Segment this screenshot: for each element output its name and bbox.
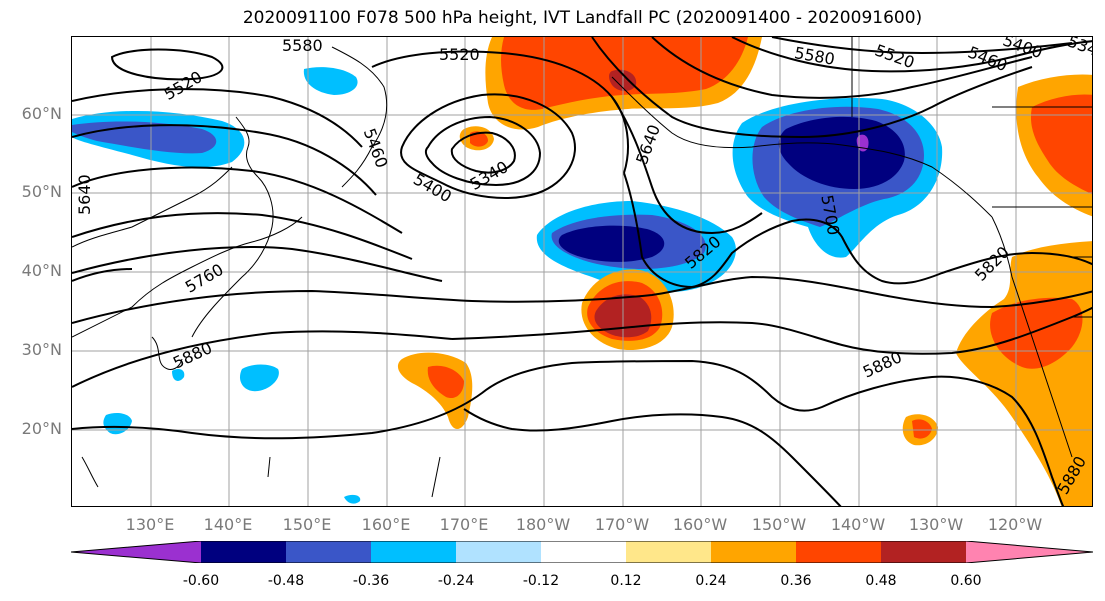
map-title: 2020091100 F078 500 hPa height, IVT Land… (242, 8, 923, 28)
lon-label-140e: 140°E (203, 515, 253, 534)
contour-label: 5640 (75, 174, 94, 215)
colorbar-segment (456, 541, 541, 563)
contour-label: 5640 (632, 122, 664, 167)
lat-label-20n: 20°N (21, 419, 62, 438)
lon-label-130e: 130°E (125, 515, 175, 534)
colorbar-tick-label: 0.24 (695, 573, 727, 589)
lon-label-160w: 160°W (672, 515, 728, 534)
map-canvas: 5580 5520 5520 5580 5520 5460 5400 5340 … (72, 37, 1093, 506)
contour-label: 5340 (467, 157, 512, 194)
lon-label-170e: 170°E (439, 515, 489, 534)
contour-label: 5520 (439, 45, 480, 64)
contour-label: 5880 (170, 338, 215, 372)
lon-label-160e: 160°E (361, 515, 411, 534)
contour-label: 5760 (182, 260, 227, 297)
contour-label: 5520 (161, 67, 206, 104)
colorbar-segment (71, 541, 201, 563)
lon-label-180w: 180°W (515, 515, 571, 534)
colorbar-tick-label: 0.36 (780, 573, 812, 589)
colorbar-tick-label: 0.12 (610, 573, 642, 589)
colorbar-tick-label: -0.48 (267, 573, 305, 589)
colorbar-segment (541, 541, 626, 563)
lon-label-140w: 140°W (830, 515, 886, 534)
colorbar-segment (966, 541, 1093, 563)
map-panel: 5580 5520 5520 5580 5520 5460 5400 5340 … (71, 36, 1093, 507)
contour-label: 5820 (971, 243, 1013, 285)
colorbar-segment (626, 541, 711, 563)
ivt-negative-shading (72, 67, 943, 504)
height-contours (72, 37, 1092, 506)
contour-label: 5340 (1065, 37, 1093, 63)
lon-label-120w: 120°W (987, 515, 1043, 534)
colorbar-segment (711, 541, 796, 563)
colorbar-tick-label: -0.60 (182, 573, 220, 589)
colorbar-segment (371, 541, 456, 563)
colorbar-segment (201, 541, 286, 563)
colorbar-tick-label: -0.24 (437, 573, 475, 589)
contour-label: 5520 (872, 41, 917, 73)
colorbar-tick-label: -0.36 (352, 573, 390, 589)
colorbar-svg (70, 540, 1094, 564)
ivt-positive-shading (397, 37, 1092, 506)
colorbar-segment (796, 541, 881, 563)
colorbar-segment (881, 541, 966, 563)
lon-label-150e: 150°E (282, 515, 332, 534)
lat-label-50n: 50°N (21, 182, 62, 201)
colorbar-tick-label: 0.60 (950, 573, 982, 589)
coastlines (72, 37, 1092, 498)
lat-label-60n: 60°N (21, 104, 62, 123)
colorbar (70, 540, 1094, 564)
graticule (72, 37, 1092, 506)
lon-label-150w: 150°W (751, 515, 807, 534)
colorbar-tick-label: 0.48 (865, 573, 897, 589)
lat-label-40n: 40°N (21, 261, 62, 280)
colorbar-tick-label: -0.12 (522, 573, 560, 589)
colorbar-segment (286, 541, 371, 563)
lon-label-170w: 170°W (594, 515, 650, 534)
contour-label: 5580 (282, 37, 323, 55)
lat-label-30n: 30°N (21, 340, 62, 359)
lon-label-130w: 130°W (908, 515, 964, 534)
